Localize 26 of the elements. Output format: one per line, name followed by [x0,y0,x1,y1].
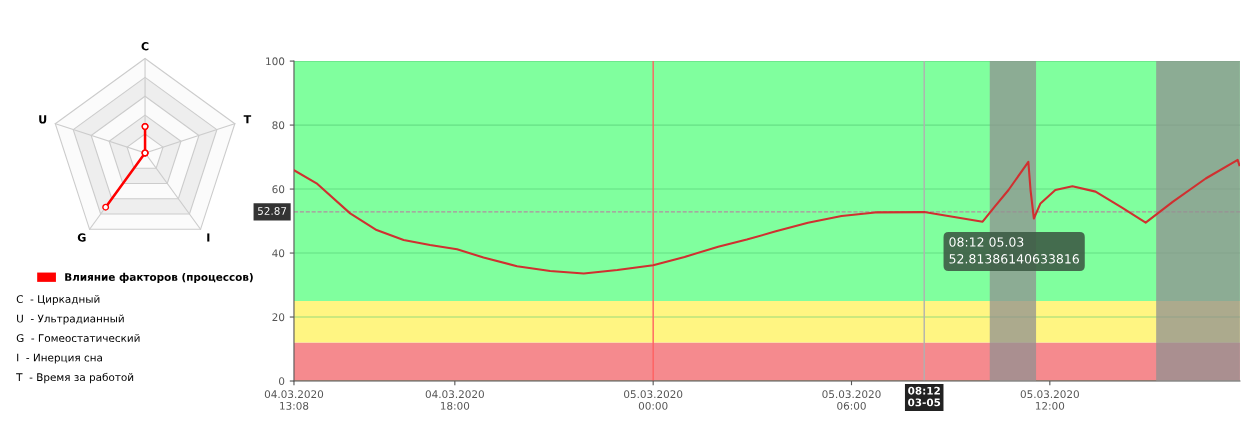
text: I - Инерция сна [17,353,102,364]
spoke-label: U [39,115,47,124]
spoke-label: I [207,233,210,242]
y-tick-label: 20 [272,313,285,322]
text: C - Циркадный [16,295,100,306]
x-tick-label: 05.03.2020 06:00 [822,390,881,410]
spoke-label: G [77,233,86,242]
ref-line-label: 08:12 03-05 [908,386,941,407]
x-tick-label: 04.03.2020 13:08 [264,390,324,410]
y-tick-label: 80 [272,121,285,130]
text: T - Время за работой [16,372,134,384]
ref-line-label: 52.87 [258,207,287,215]
annotation: 08:12 05.03 52.81386140633816 [949,237,1079,264]
x-tick-label: 05.03.2020 12:00 [1020,390,1079,410]
x-tick-label: 04.03.2020 18:00 [425,390,484,410]
line-series [293,158,1240,275]
y-tick-label: 60 [272,185,285,194]
y-tick-label: 0 [279,377,285,386]
text: G - Гомеостатический [16,334,140,343]
spoke-label: C [141,42,149,51]
y-tick-label: 100 [266,57,285,66]
text: U - Ультрадианный [17,314,124,325]
spoke-label: T [243,115,252,124]
legend-label: Влияние факторов (процессов) [65,272,253,283]
x-tick-label: 05.03.2020 00:00 [624,390,683,410]
y-tick-label: 40 [272,249,285,258]
